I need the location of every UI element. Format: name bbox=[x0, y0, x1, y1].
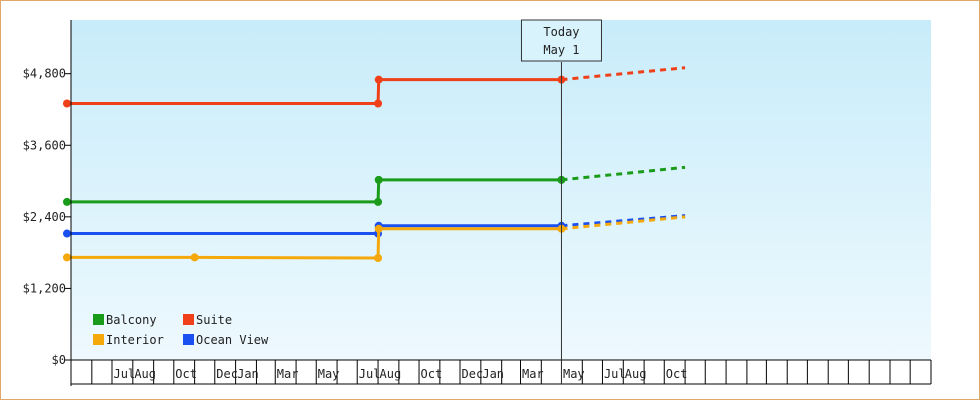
x-tick-label: May bbox=[563, 367, 585, 381]
data-point bbox=[62, 229, 71, 238]
today-marker: Today May 1 bbox=[520, 19, 602, 384]
data-point bbox=[62, 253, 71, 262]
legend-swatch bbox=[93, 314, 104, 325]
series-layer bbox=[62, 66, 686, 262]
legend-swatch bbox=[93, 334, 104, 345]
y-tick-label: $2,400 bbox=[23, 210, 66, 224]
x-tick-label: Oct bbox=[421, 367, 443, 381]
x-tick-label: Aug bbox=[134, 367, 156, 381]
forecast-line bbox=[561, 215, 686, 231]
legend-label: Ocean View bbox=[196, 333, 269, 347]
today-date: May 1 bbox=[543, 43, 579, 57]
x-tick-label: Oct bbox=[666, 367, 688, 381]
series-line bbox=[66, 78, 562, 106]
y-tick-label: $3,600 bbox=[23, 138, 66, 152]
x-tick-label: Mar bbox=[522, 367, 544, 381]
legend-label: Suite bbox=[196, 313, 232, 327]
forecast-line bbox=[561, 66, 686, 82]
forecast-line bbox=[561, 165, 686, 182]
data-point bbox=[374, 175, 383, 184]
x-tick-label: Jul bbox=[113, 367, 135, 381]
data-point bbox=[374, 75, 383, 84]
legend-label: Balcony bbox=[106, 313, 157, 327]
data-point bbox=[374, 224, 383, 233]
y-axis: $0 $1,200 $2,400 $3,600 $4,800 bbox=[23, 20, 72, 386]
x-tick-label: Dec bbox=[462, 367, 484, 381]
x-tick-label: Dec bbox=[216, 367, 238, 381]
x-tick-label: Mar bbox=[277, 367, 299, 381]
x-tick-label: Jul bbox=[359, 367, 381, 381]
data-point bbox=[190, 253, 199, 262]
x-tick-label: Oct bbox=[175, 367, 197, 381]
x-tick-label: Aug bbox=[625, 367, 647, 381]
legend-swatch bbox=[183, 334, 194, 345]
data-point bbox=[62, 197, 71, 206]
data-point bbox=[374, 197, 383, 206]
y-tick-label: $1,200 bbox=[23, 281, 66, 295]
x-axis: Jul Aug Oct Dec Jan Mar May Jul Aug Oct Dec Jan Mar M… bbox=[71, 359, 932, 385]
y-tick-label: $0 bbox=[52, 353, 66, 367]
today-box bbox=[520, 19, 602, 62]
legend-swatch bbox=[183, 314, 194, 325]
legend-label: Interior bbox=[106, 333, 164, 347]
data-point bbox=[374, 254, 383, 262]
data-point bbox=[374, 99, 383, 108]
today-label: Today bbox=[543, 25, 579, 39]
x-tick-label: May bbox=[318, 367, 340, 381]
plot-area bbox=[71, 20, 931, 360]
legend: Balcony Suite Interior Ocean View bbox=[93, 313, 269, 347]
x-tick-label: Jan bbox=[482, 367, 504, 381]
y-tick-label: $4,800 bbox=[23, 67, 66, 81]
data-point bbox=[62, 99, 71, 108]
x-tick-label: Jan bbox=[237, 367, 259, 381]
x-tick-label: Aug bbox=[380, 367, 402, 381]
x-tick-label: Jul bbox=[604, 367, 626, 381]
series-line bbox=[66, 178, 562, 204]
